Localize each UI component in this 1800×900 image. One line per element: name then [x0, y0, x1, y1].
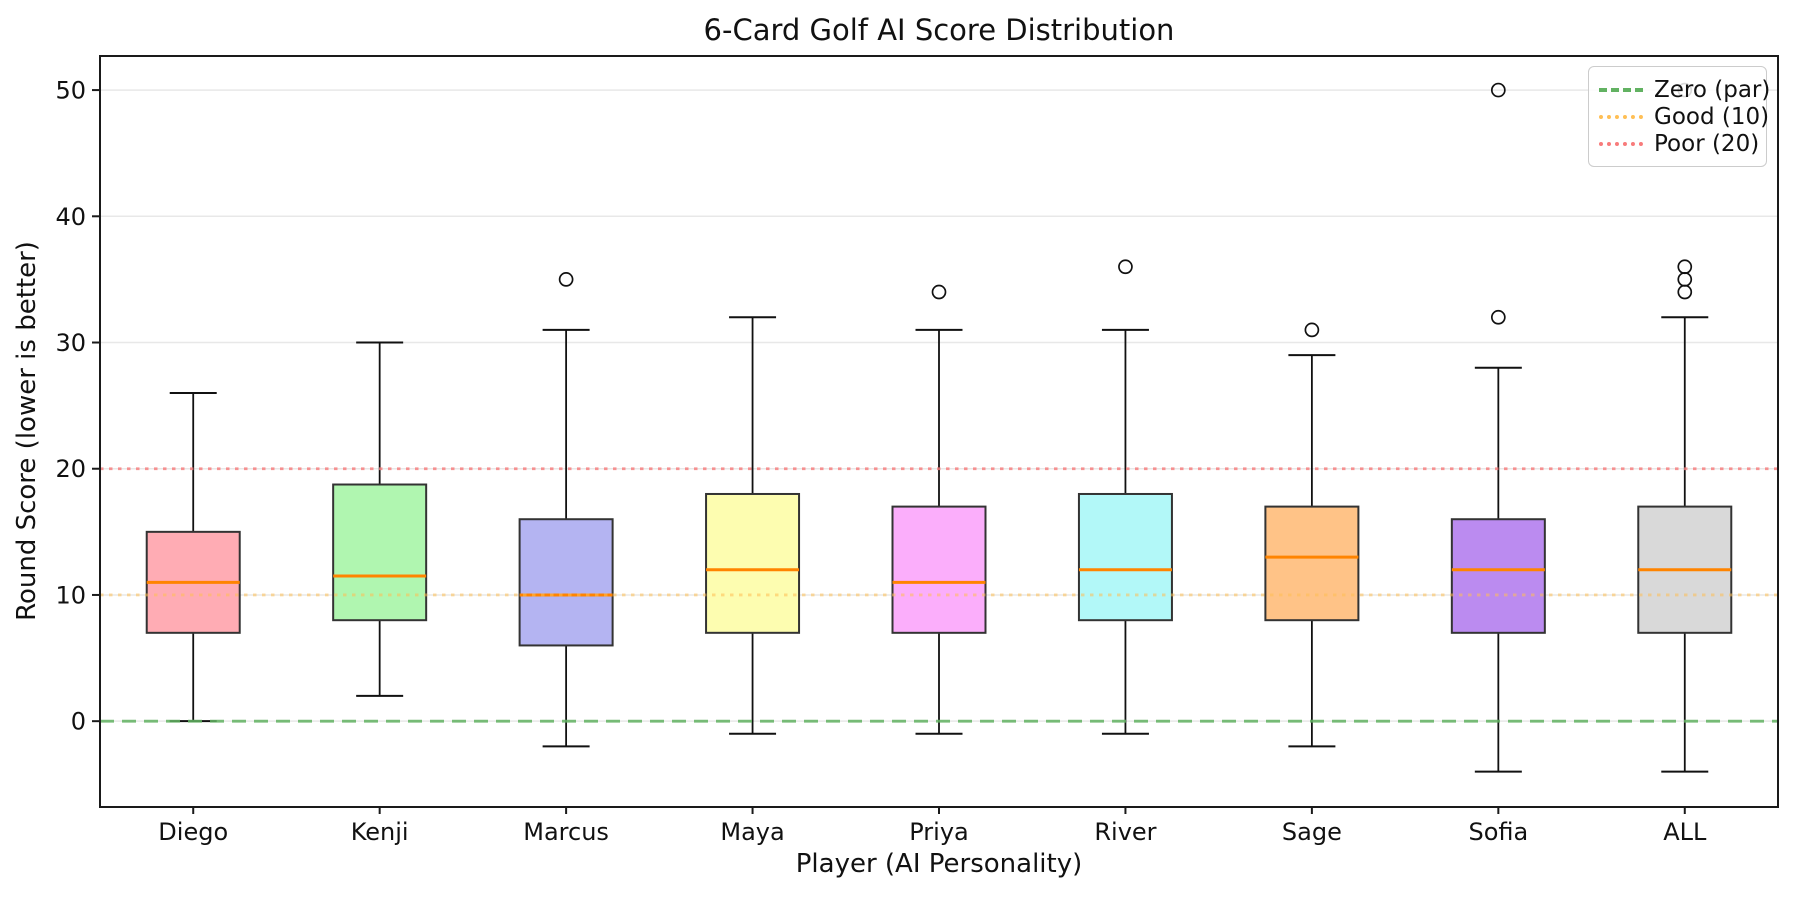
x-axis-label: Player (AI Personality) — [795, 849, 1083, 879]
x-tick-label-Marcus: Marcus — [523, 818, 609, 846]
box-priya — [891, 505, 987, 634]
box-marcus — [518, 518, 614, 647]
y-tick-label-50: 50 — [55, 77, 86, 105]
x-tick-label-River: River — [1094, 818, 1156, 846]
legend-item-good-10-: Good (10) — [1599, 103, 1769, 130]
y-tick-label-30: 30 — [55, 329, 86, 357]
x-tick-label-Sage: Sage — [1282, 818, 1342, 846]
legend-item-zero-par-: Zero (par) — [1599, 76, 1770, 103]
y-axis-label: Round Score (lower is better) — [12, 241, 42, 621]
box-maya — [705, 492, 801, 634]
x-tick-label-Sofia: Sofia — [1468, 818, 1528, 846]
x-tick-label-ALL: ALL — [1663, 818, 1707, 846]
y-tick-label-0: 0 — [71, 708, 86, 736]
legend: Zero (par) Good (10) Poor (20) — [1588, 66, 1770, 167]
x-tick-label-Priya: Priya — [909, 818, 969, 846]
y-tick-label-40: 40 — [55, 203, 86, 231]
box-river — [1077, 492, 1173, 622]
outlier-sofia-50 — [1490, 82, 1506, 98]
outlier-priya-34 — [931, 284, 947, 300]
box-kenji — [332, 483, 428, 622]
legend-label-zero-par-: Zero (par) — [1654, 76, 1771, 103]
x-tick-label-Diego: Diego — [158, 818, 228, 846]
outlier-marcus-35 — [558, 272, 574, 287]
axes-frame — [99, 55, 1779, 808]
outlier-all-36 — [1677, 259, 1693, 275]
x-tick-label-Maya: Maya — [720, 818, 784, 846]
legend-line-sample-zero-par- — [1599, 87, 1643, 92]
outlier-sage-31 — [1304, 322, 1320, 338]
outlier-sofia-32 — [1490, 309, 1506, 325]
legend-item-poor-20-: Poor (20) — [1599, 130, 1760, 157]
y-tick-label-10: 10 — [55, 581, 86, 609]
box-sofia — [1450, 518, 1546, 634]
legend-line-sample-good-10- — [1599, 114, 1643, 119]
outlier-river-36 — [1118, 259, 1133, 275]
legend-label-good-10-: Good (10) — [1654, 103, 1770, 130]
legend-line-sample-poor-20- — [1599, 141, 1643, 146]
chart-title: 6-Card Golf AI Score Distribution — [703, 13, 1175, 47]
box-sage — [1264, 505, 1360, 622]
legend-label-poor-20-: Poor (20) — [1654, 130, 1760, 157]
x-tick-label-Kenji: Kenji — [351, 818, 409, 846]
y-tick-label-20: 20 — [55, 455, 86, 483]
